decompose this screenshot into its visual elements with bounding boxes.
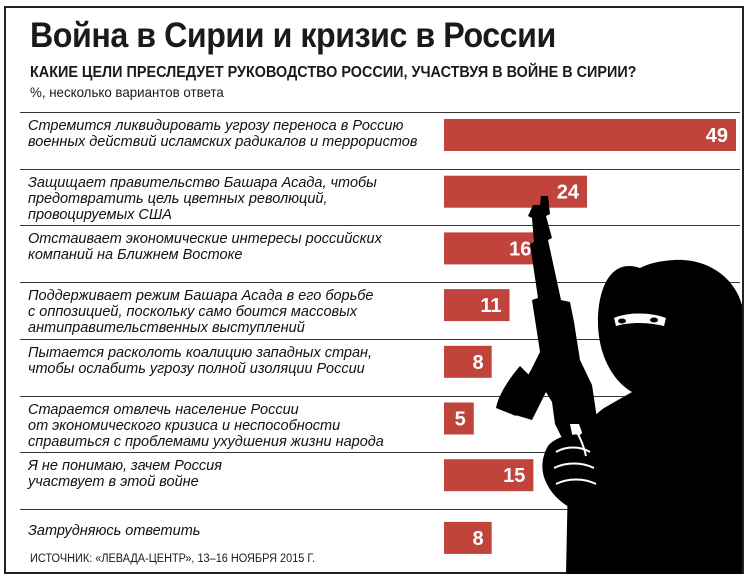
category-label: Пытается расколоть коалицию западных стр…	[28, 345, 428, 377]
chart-note: %, несколько вариантов ответа	[30, 84, 224, 100]
bars-group: 49 24 16 11 8 5 15 8	[444, 119, 736, 554]
bar-value-label: 24	[557, 182, 580, 204]
category-label: Я не понимаю, зачем Россия участвует в эт…	[28, 458, 428, 490]
page-title: Война в Сирии и кризис в России	[30, 16, 556, 55]
category-label-line: компаний на Ближнем Востоке	[28, 247, 243, 264]
category-label-line: предотвратить цель цветных революций,	[28, 190, 328, 207]
row-separator	[20, 452, 740, 454]
row-separator	[20, 282, 740, 284]
category-label-line: антиправительственных выступлений	[28, 320, 305, 337]
category-label-line: Затрудняюсь ответить	[28, 522, 201, 539]
bar-value-label: 8	[473, 528, 484, 550]
category-label: Старается отвлечь население России от эко…	[28, 402, 428, 450]
bar-value-label: 49	[706, 125, 728, 147]
category-label-line: от экономического кризиса и неспособност…	[28, 417, 341, 434]
row-separator	[20, 395, 740, 397]
category-label-line: Пытается расколоть коалицию западных стр…	[28, 344, 373, 361]
bar	[444, 521, 492, 554]
bar-value-label: 5	[455, 409, 466, 431]
category-label: Стремится ликвидировать угрозу переноса …	[28, 118, 428, 150]
bar	[444, 345, 492, 378]
row-separator	[20, 112, 740, 113]
bar-value-label: 15	[503, 465, 525, 487]
row-separator	[20, 508, 740, 510]
row-separator	[20, 168, 740, 170]
category-label-line: участвует в этой войне	[28, 474, 199, 491]
category-label-line: с оппозицией, поскольку само боится масс…	[28, 304, 357, 321]
category-label-line: Отстаивает экономические интересы россий…	[28, 231, 382, 248]
category-label-line: Защищает правительство Башара Асада, что…	[28, 174, 377, 191]
bar	[444, 232, 540, 265]
bar	[444, 402, 474, 435]
category-label-line: Стремится ликвидировать угрозу переноса …	[28, 118, 404, 134]
category-label: Отстаивает экономические интересы россий…	[28, 231, 428, 263]
bar	[444, 175, 588, 208]
bar	[444, 289, 510, 322]
row-separator	[20, 225, 740, 227]
category-label-line: справиться с проблемами ухудшения жизни …	[28, 433, 384, 450]
gunman-silhouette	[496, 196, 742, 574]
category-label-line: провоцируемых США	[28, 206, 172, 223]
bar	[444, 459, 534, 492]
category-label-line: военных действий исламских радикалов и т…	[28, 134, 418, 150]
bar	[444, 119, 736, 151]
bar-value-label: 16	[509, 238, 531, 260]
chart-subtitle: КАКИЕ ЦЕЛИ ПРЕСЛЕДУЕТ РУКОВОДСТВО РОССИИ…	[30, 64, 637, 81]
category-label-line: Старается отвлечь население России	[28, 401, 299, 418]
category-label-line: Я не понимаю, зачем Россия	[28, 458, 222, 475]
infographic-frame	[4, 6, 744, 574]
category-label: Поддерживает режим Башара Асада в его бо…	[28, 288, 428, 336]
source-note: ИСТОЧНИК: «ЛЕВАДА-ЦЕНТР», 13–16 НОЯБРЯ 2…	[30, 553, 316, 565]
category-label: Защищает правительство Башара Асада, что…	[28, 175, 428, 223]
category-label: Затрудняюсь ответить	[28, 523, 428, 539]
category-label-line: Поддерживает режим Башара Асада в его бо…	[28, 288, 374, 305]
bar-value-label: 11	[480, 295, 501, 317]
row-separator	[20, 338, 740, 340]
category-label-line: чтобы ослабить угрозу полной изоляции Ро…	[28, 360, 365, 377]
bar-value-label: 8	[473, 352, 484, 374]
